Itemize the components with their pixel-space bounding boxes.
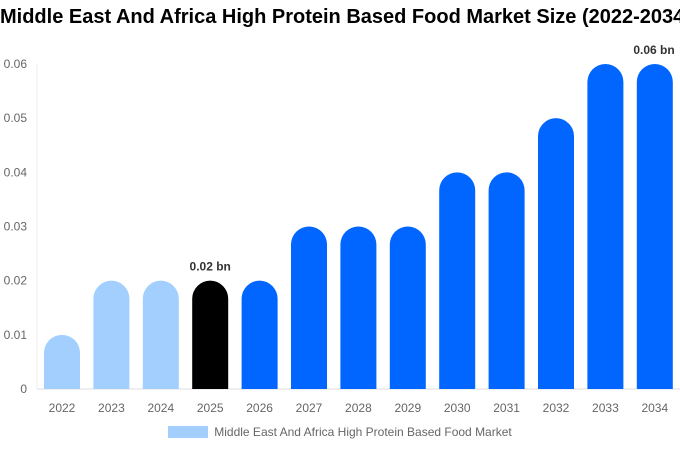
bar-2026 xyxy=(241,280,278,389)
bar-2031 xyxy=(488,172,525,389)
x-tick-label: 2029 xyxy=(394,401,421,415)
x-tick-label: 2030 xyxy=(444,401,471,415)
x-tick-label: 2026 xyxy=(246,401,273,415)
bar-2027 xyxy=(291,226,327,389)
x-tick-label: 2028 xyxy=(345,401,372,415)
y-tick-label: 0.03 xyxy=(4,220,28,234)
bar-2022 xyxy=(44,334,80,389)
bar-2024 xyxy=(142,280,179,389)
y-tick-label: 0.02 xyxy=(4,274,28,288)
bar-2030 xyxy=(439,172,476,389)
x-tick-label: 2022 xyxy=(49,401,76,415)
x-tick-label: 2024 xyxy=(147,401,174,415)
x-tick-label: 2023 xyxy=(98,401,125,415)
x-tick-label: 2034 xyxy=(641,401,668,415)
y-tick-label: 0.04 xyxy=(4,165,28,179)
bar-2034 xyxy=(636,64,673,390)
data-label-2034: 0.06 bn xyxy=(633,43,674,57)
x-tick-label: 2032 xyxy=(543,401,570,415)
chart-title: Middle East And Africa High Protein Base… xyxy=(0,6,680,28)
x-tick-label: 2031 xyxy=(493,401,520,415)
bar-2033 xyxy=(587,64,624,390)
legend-label: Middle East And Africa High Protein Base… xyxy=(214,425,512,439)
x-tick-label: 2033 xyxy=(592,401,619,415)
x-tick-label: 2025 xyxy=(197,401,224,415)
bar-2032 xyxy=(538,118,574,389)
y-tick-label: 0.06 xyxy=(4,57,28,71)
bar-2025 xyxy=(192,280,229,389)
bar-2029 xyxy=(389,226,426,389)
legend-swatch xyxy=(168,426,209,438)
data-label-2025: 0.02 bn xyxy=(190,260,231,274)
y-tick-label: 0 xyxy=(20,382,27,396)
y-tick-label: 0.05 xyxy=(4,111,28,125)
x-tick-label: 2027 xyxy=(296,401,323,415)
bar-2023 xyxy=(93,280,130,389)
bar-2028 xyxy=(340,226,377,389)
legend[interactable]: Middle East And Africa High Protein Base… xyxy=(0,425,680,439)
y-tick-label: 0.01 xyxy=(4,328,28,342)
